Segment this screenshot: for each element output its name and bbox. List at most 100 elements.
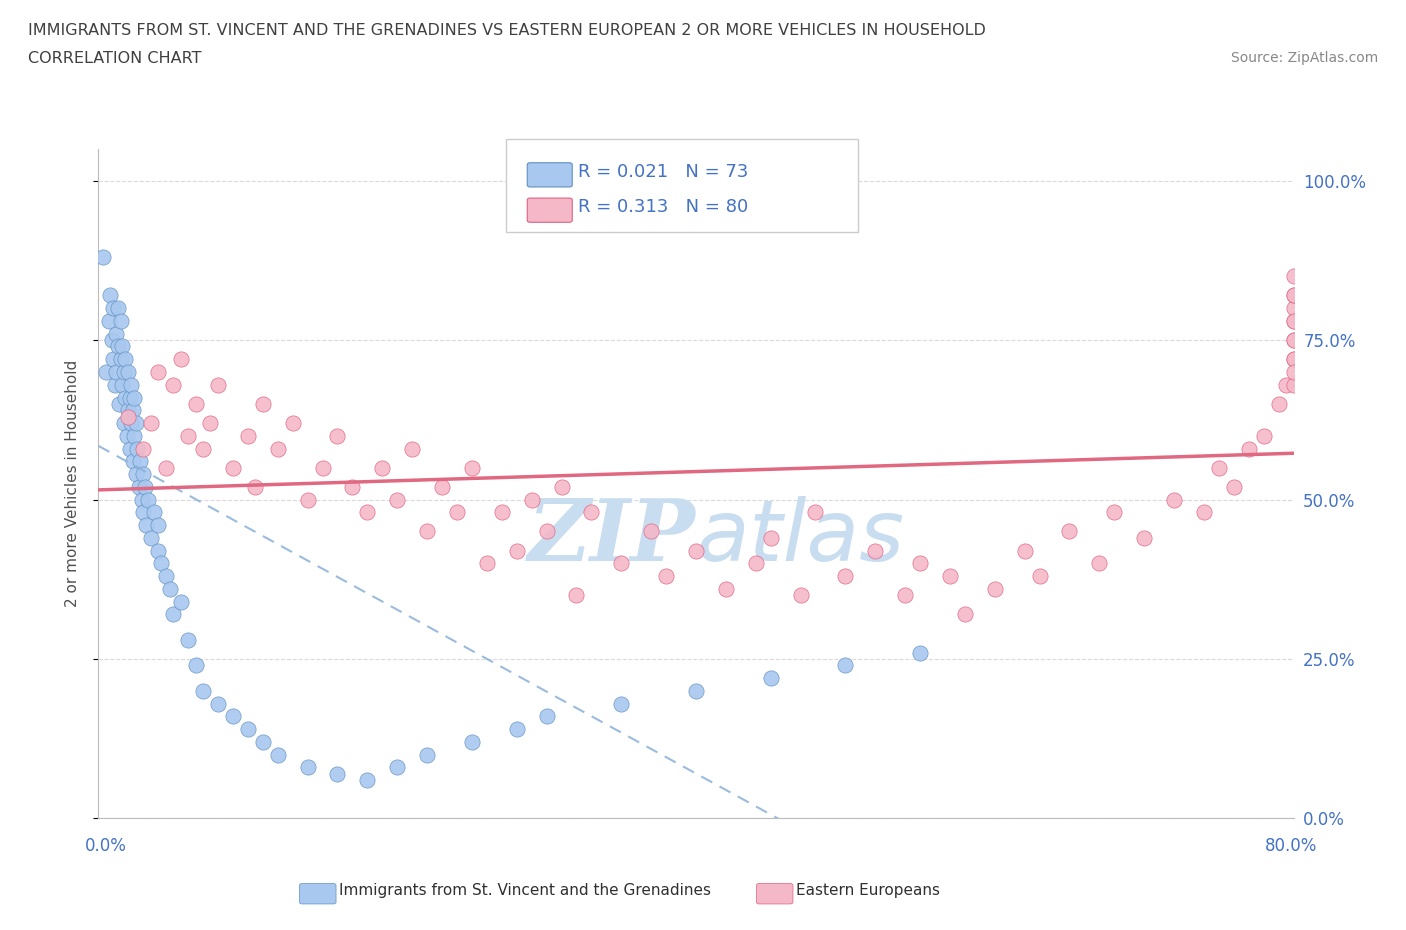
Point bbox=[416, 524, 439, 538]
Point bbox=[1282, 313, 1305, 328]
Point bbox=[714, 581, 737, 596]
Point bbox=[101, 333, 124, 348]
Text: ZIP: ZIP bbox=[529, 496, 696, 578]
Point bbox=[155, 460, 177, 475]
Point bbox=[297, 760, 319, 775]
Point bbox=[115, 429, 138, 444]
Point bbox=[103, 300, 125, 315]
Point bbox=[120, 416, 142, 431]
Point bbox=[184, 658, 207, 672]
Point bbox=[110, 313, 132, 328]
Point bbox=[610, 556, 633, 571]
Point bbox=[953, 607, 976, 622]
Point bbox=[112, 365, 135, 379]
Point bbox=[550, 479, 572, 494]
Point bbox=[759, 671, 782, 685]
Point bbox=[461, 735, 484, 750]
Point bbox=[640, 524, 662, 538]
Point bbox=[105, 326, 128, 341]
Point bbox=[111, 378, 134, 392]
Point bbox=[475, 556, 498, 571]
Point bbox=[236, 429, 259, 444]
Point bbox=[236, 722, 259, 737]
Y-axis label: 2 or more Vehicles in Household: 2 or more Vehicles in Household bbox=[65, 360, 80, 607]
Point bbox=[103, 352, 125, 366]
Point bbox=[162, 607, 184, 622]
Point bbox=[121, 403, 143, 418]
Point bbox=[125, 467, 148, 482]
Point bbox=[112, 416, 135, 431]
Point bbox=[252, 396, 274, 411]
Point bbox=[1222, 479, 1246, 494]
Point bbox=[520, 492, 543, 507]
Point bbox=[191, 441, 214, 456]
Point bbox=[169, 352, 191, 366]
Text: 80.0%: 80.0% bbox=[1264, 837, 1317, 855]
Point bbox=[446, 505, 468, 520]
Point bbox=[120, 378, 142, 392]
Point bbox=[132, 441, 155, 456]
Point bbox=[461, 460, 484, 475]
Point bbox=[1282, 352, 1305, 366]
Text: R = 0.313   N = 80: R = 0.313 N = 80 bbox=[578, 198, 748, 217]
Point bbox=[118, 441, 141, 456]
Point bbox=[491, 505, 513, 520]
Point bbox=[326, 766, 349, 781]
Point bbox=[177, 429, 200, 444]
Text: Immigrants from St. Vincent and the Grenadines: Immigrants from St. Vincent and the Gren… bbox=[339, 884, 711, 898]
Point bbox=[908, 556, 931, 571]
Point bbox=[1059, 524, 1081, 538]
Point bbox=[894, 588, 917, 603]
Point bbox=[162, 378, 184, 392]
Point bbox=[342, 479, 364, 494]
Point bbox=[984, 581, 1007, 596]
Point bbox=[200, 416, 222, 431]
Point bbox=[401, 441, 423, 456]
Point bbox=[139, 530, 162, 545]
Point bbox=[1282, 269, 1305, 284]
Point bbox=[1028, 568, 1050, 583]
Point bbox=[150, 556, 173, 571]
Point bbox=[132, 505, 155, 520]
Point bbox=[536, 524, 558, 538]
Point bbox=[685, 543, 707, 558]
Point bbox=[385, 760, 409, 775]
Point bbox=[139, 416, 162, 431]
Point bbox=[105, 365, 128, 379]
Point bbox=[148, 518, 170, 533]
Text: R = 0.021   N = 73: R = 0.021 N = 73 bbox=[578, 163, 748, 181]
Point bbox=[834, 658, 856, 672]
Point bbox=[1163, 492, 1185, 507]
Point bbox=[356, 505, 378, 520]
Point bbox=[1282, 300, 1305, 315]
Point bbox=[1282, 333, 1305, 348]
Point bbox=[1267, 396, 1289, 411]
Point bbox=[177, 632, 200, 647]
Point bbox=[94, 365, 117, 379]
Point bbox=[132, 467, 155, 482]
Point bbox=[356, 773, 378, 788]
Point bbox=[581, 505, 603, 520]
Point bbox=[326, 429, 349, 444]
Point bbox=[117, 409, 139, 424]
Point bbox=[804, 505, 827, 520]
Point bbox=[184, 396, 207, 411]
Point bbox=[610, 697, 633, 711]
Point bbox=[245, 479, 267, 494]
Point bbox=[863, 543, 887, 558]
Point bbox=[128, 479, 150, 494]
Point bbox=[222, 709, 245, 724]
Point bbox=[311, 460, 333, 475]
Point bbox=[1275, 378, 1298, 392]
Point bbox=[159, 581, 181, 596]
Point bbox=[1192, 505, 1215, 520]
Point bbox=[789, 588, 811, 603]
Point bbox=[118, 390, 141, 405]
Point bbox=[371, 460, 394, 475]
Point bbox=[759, 530, 782, 545]
Point bbox=[148, 365, 170, 379]
Point bbox=[281, 416, 304, 431]
Point bbox=[1208, 460, 1230, 475]
Point bbox=[127, 441, 149, 456]
Point bbox=[685, 684, 707, 698]
